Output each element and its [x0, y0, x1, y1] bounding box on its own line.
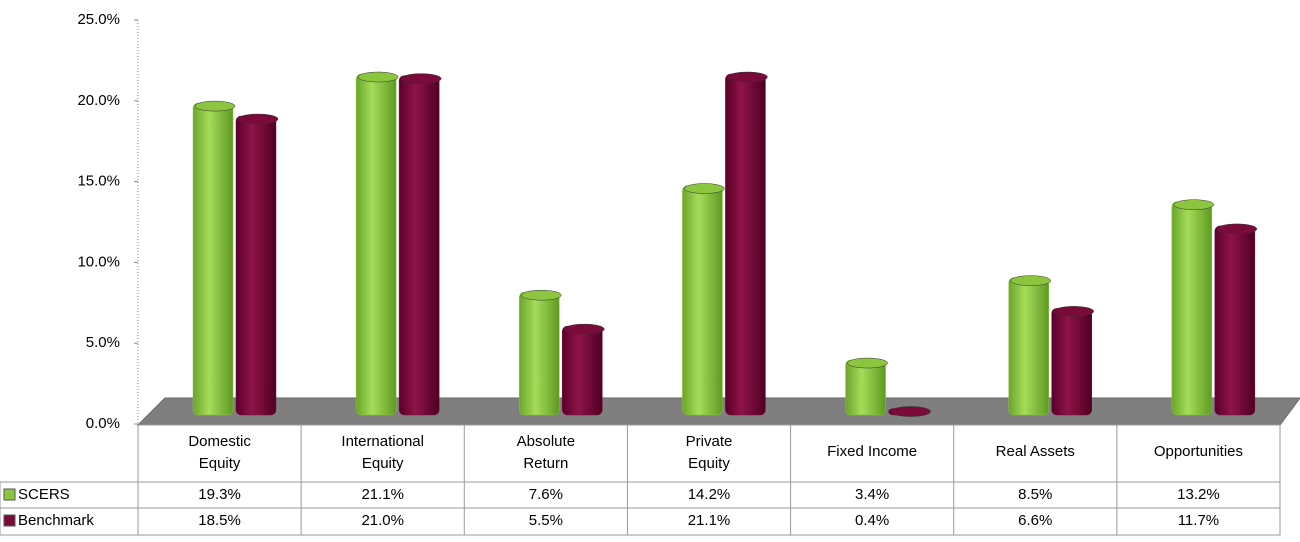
legend-label: Benchmark: [18, 512, 94, 529]
bar: [1171, 201, 1213, 416]
bar-cap: [194, 100, 236, 112]
x-tick-label: Real Assets: [996, 443, 1075, 460]
bar-cap: [400, 73, 442, 84]
bar-cap: [1053, 306, 1094, 317]
bar-cap: [521, 289, 562, 301]
table-frame: [137, 424, 1281, 536]
y-tick-label: 0.0%: [86, 415, 120, 432]
table-value: 8.5%: [1018, 486, 1052, 503]
bar-cap: [727, 71, 768, 83]
bar: [682, 185, 723, 416]
bar-cap: [1216, 223, 1258, 235]
y-tick-label: 15.0%: [77, 173, 120, 190]
legend-label: SCERS: [18, 486, 70, 503]
y-tick-label: 10.0%: [77, 253, 120, 270]
table-value: 18.5%: [198, 512, 241, 529]
bar: [725, 73, 766, 416]
bar: [1008, 277, 1049, 416]
bar: [192, 102, 234, 416]
table-value: 6.6%: [1018, 512, 1052, 529]
table-value: 7.6%: [529, 486, 563, 503]
table-value: 21.0%: [361, 512, 404, 529]
x-tick-label: Domestic Equity: [188, 433, 251, 472]
bar-cap: [564, 323, 605, 335]
x-tick-label: Private Equity: [686, 433, 733, 472]
bar-cap: [237, 113, 279, 125]
bar-cap: [1010, 275, 1051, 286]
bar: [845, 359, 886, 416]
bar: [235, 115, 277, 416]
table-value: 0.4%: [855, 512, 889, 529]
table-value: 13.2%: [1177, 486, 1220, 503]
bar: [1051, 308, 1092, 416]
table-value: 14.2%: [688, 486, 731, 503]
bar: [562, 325, 603, 416]
bar: [519, 291, 560, 416]
table-value: 5.5%: [529, 512, 563, 529]
bar-cap: [847, 357, 888, 369]
table-value: 21.1%: [688, 512, 731, 529]
bar: [398, 75, 440, 416]
bar: [1214, 225, 1256, 416]
y-tick-label: 25.0%: [77, 11, 120, 28]
bar: [355, 73, 397, 416]
table-value: 21.1%: [361, 486, 404, 503]
y-tick-label: 20.0%: [77, 92, 120, 109]
table-value: 19.3%: [198, 486, 241, 503]
data-table: [0, 424, 1281, 536]
table-value: 3.4%: [855, 486, 889, 503]
x-tick-label: International Equity: [341, 433, 424, 472]
bar-cap: [357, 71, 399, 83]
bar-cap: [890, 406, 931, 417]
y-tick-label: 5.0%: [86, 334, 120, 351]
bar-cap: [1173, 199, 1215, 210]
x-tick-label: Opportunities: [1154, 443, 1243, 460]
legend-swatch: [3, 514, 16, 527]
x-tick-label: Absolute Return: [517, 433, 575, 472]
legend-swatch: [3, 488, 16, 501]
x-tick-label: Fixed Income: [827, 443, 917, 460]
bar-cap: [684, 183, 725, 194]
table-value: 11.7%: [1178, 512, 1219, 529]
